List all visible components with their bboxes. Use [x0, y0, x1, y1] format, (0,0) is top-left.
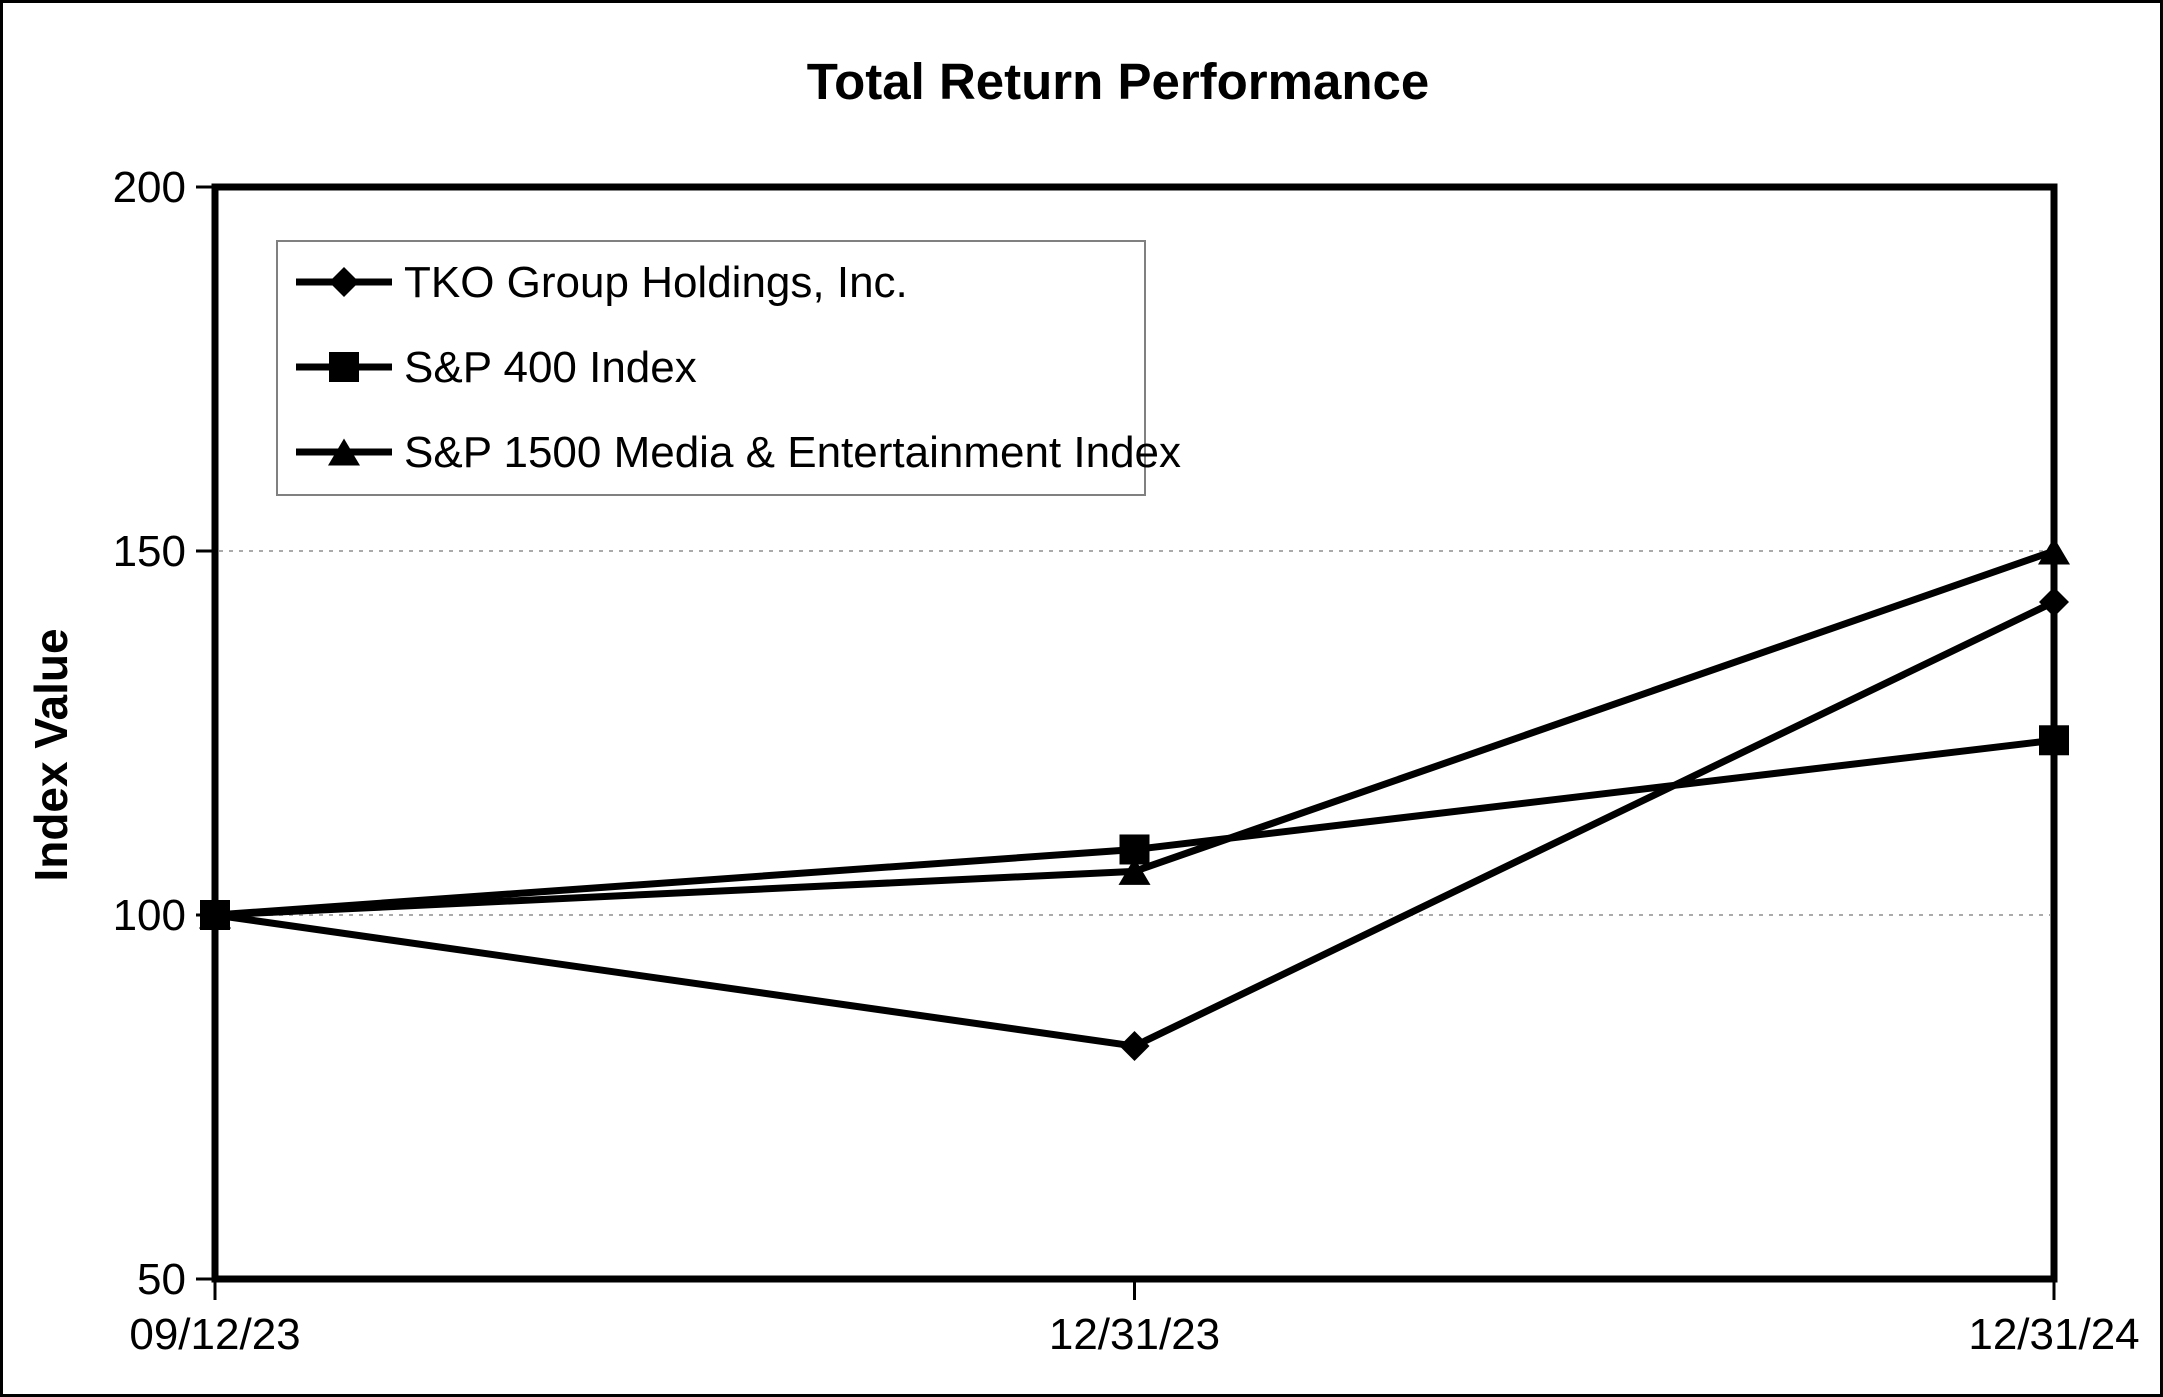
x-tick-label: 09/12/23 — [129, 1310, 300, 1359]
legend-label: TKO Group Holdings, Inc. — [404, 258, 908, 307]
series-0-marker-diamond — [2039, 586, 2069, 617]
series-2-marker-triangle — [2038, 537, 2070, 565]
axes-layer: 200 150 100 50 09/12/23 12/31/23 12/31/24 — [113, 163, 2140, 1359]
legend-marker-square — [329, 352, 359, 382]
legend: TKO Group Holdings, Inc. S&P 400 Index S&P… — [276, 240, 1181, 496]
series-0-marker-diamond — [1119, 1031, 1150, 1062]
y-tick-label: 50 — [137, 1255, 186, 1304]
legend-marker-triangle — [328, 438, 360, 466]
series-2-marker-triangle — [1118, 857, 1151, 885]
x-tick-label: 12/31/24 — [1968, 1310, 2139, 1359]
series-layer — [199, 537, 2070, 1062]
x-tick-label: 12/31/23 — [1049, 1310, 1220, 1359]
y-tick-label: 150 — [113, 527, 186, 576]
legend-label: S&P 1500 Media & Entertainment Index — [404, 428, 1181, 477]
y-tick-label: 200 — [113, 163, 186, 212]
chart-title: Total Return Performance — [807, 53, 1430, 110]
series-1-marker-square — [2039, 725, 2069, 756]
y-tick-label: 100 — [113, 891, 186, 940]
y-axis-title: Index Value — [25, 628, 77, 881]
legend-label: S&P 400 Index — [404, 343, 697, 392]
legend-box — [276, 240, 1146, 496]
legend-marker-diamond — [329, 267, 359, 297]
